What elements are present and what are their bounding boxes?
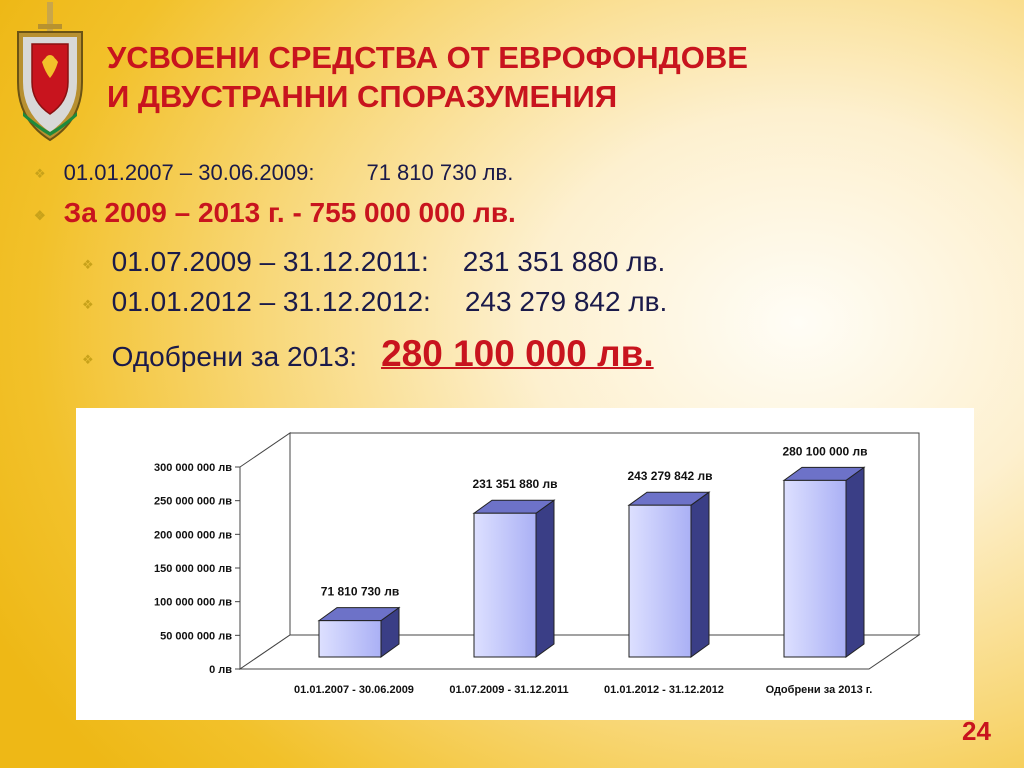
list-item: ❖ 01.07.2009 – 31.12.2011: 231 351 880 л… — [82, 246, 665, 278]
bar-side — [535, 499, 555, 658]
approved-amount: 280 100 000 лв. — [381, 333, 654, 374]
y-tick-label: 200 000 000 лв — [154, 529, 232, 541]
slide-title: УСВОЕНИ СРЕДСТВА ОТ ЕВРОФОНДОВЕ И ДВУСТР… — [107, 38, 748, 116]
bar-side — [690, 491, 710, 658]
side-wall — [239, 432, 291, 670]
coat-of-arms-logo — [17, 2, 83, 142]
title-line-2: И ДВУСТРАННИ СПОРАЗУМЕНИЯ — [107, 79, 618, 114]
diamond-bullet-icon: ❖ — [82, 352, 94, 367]
bar — [318, 620, 382, 658]
floor — [238, 634, 921, 670]
period-label: 01.07.2009 – 31.12.2011: — [111, 246, 429, 277]
diamond-bullet-icon: ❖ — [34, 208, 46, 223]
diamond-bullet-icon: ❖ — [82, 257, 94, 272]
period-amount: 243 279 842 лв. — [464, 286, 668, 317]
data-label: 280 100 000 лв — [782, 444, 867, 458]
x-tick-label: Одобрени за 2013 г. — [766, 684, 873, 696]
list-item: ❖ 01.01.2007 – 30.06.2009: 71 810 730 лв… — [34, 160, 513, 186]
period-label: 01.01.2007 – 30.06.2009: — [63, 160, 315, 185]
list-item: ❖ За 2009 – 2013 г. - 755 000 000 лв. — [34, 197, 516, 229]
data-label: 243 279 842 лв — [627, 469, 712, 483]
y-tick-label: 100 000 000 лв — [154, 597, 232, 609]
bar — [628, 504, 692, 658]
x-tick-label: 01.01.2012 - 31.12.2012 — [604, 684, 724, 696]
bar — [473, 512, 537, 658]
diamond-bullet-icon: ❖ — [82, 297, 94, 312]
period-amount: 231 351 880 лв. — [462, 246, 666, 277]
chart-panel: 0 лв 50 000 000 лв 100 000 000 лв 150 000 0… — [76, 408, 974, 720]
y-tick-label: 300 000 000 лв — [154, 462, 232, 474]
y-tick-label: 150 000 000 лв — [154, 563, 232, 575]
title-line-1: УСВОЕНИ СРЕДСТВА ОТ ЕВРОФОНДОВЕ — [107, 40, 748, 75]
period-label: 01.01.2012 – 31.12.2012: — [111, 286, 431, 317]
y-tick-label: 250 000 000 лв — [154, 496, 232, 508]
list-item: ❖ Одобрени за 2013: 280 100 000 лв. — [82, 333, 654, 375]
y-tick-label: 50 000 000 лв — [160, 630, 232, 642]
list-item: ❖ 01.01.2012 – 31.12.2012: 243 279 842 л… — [82, 286, 667, 318]
bar — [783, 479, 847, 658]
data-label: 231 351 880 лв — [472, 477, 557, 491]
y-tick-label: 0 лв — [209, 664, 232, 676]
period-summary: За 2009 – 2013 г. - 755 000 000 лв. — [63, 197, 516, 228]
bar-chart: 0 лв 50 000 000 лв 100 000 000 лв 150 000 0… — [154, 432, 921, 696]
x-tick-label: 01.07.2009 - 31.12.2011 — [449, 684, 568, 696]
period-label: Одобрени за 2013: — [111, 341, 358, 372]
bar-side — [845, 466, 865, 658]
page-number: 24 — [962, 716, 991, 746]
period-amount: 71 810 730 лв. — [366, 160, 514, 185]
diamond-bullet-icon: ❖ — [34, 166, 46, 181]
data-label: 71 810 730 лв — [321, 585, 399, 599]
x-tick-label: 01.01.2007 - 30.06.2009 — [294, 684, 414, 696]
